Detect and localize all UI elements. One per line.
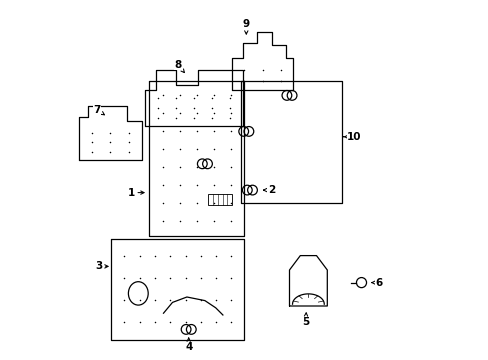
Text: 4: 4 [184,338,192,352]
Text: 10: 10 [343,132,361,142]
Text: 9: 9 [242,19,249,34]
Text: 8: 8 [174,60,184,73]
Text: 7: 7 [93,105,104,115]
Text: 3: 3 [95,261,108,271]
Text: 1: 1 [127,188,144,198]
Text: 6: 6 [371,278,382,288]
Text: 5: 5 [302,313,309,327]
Text: 2: 2 [263,185,275,195]
Bar [208,194,231,205]
